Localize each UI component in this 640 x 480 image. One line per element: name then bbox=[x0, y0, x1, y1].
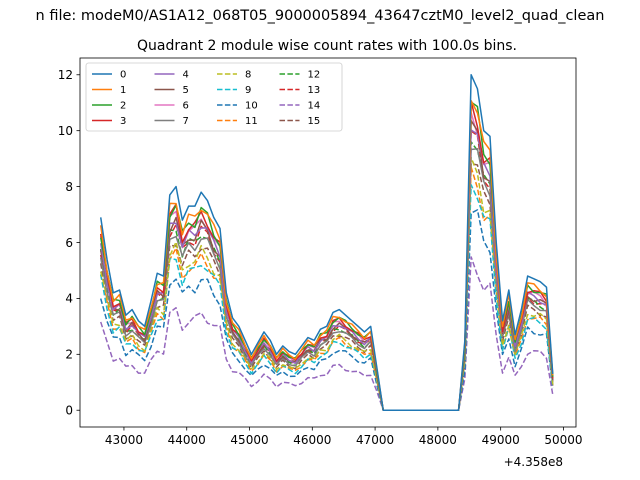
x-tick-label: 47000 bbox=[356, 433, 394, 447]
y-tick-label: 0 bbox=[65, 404, 73, 418]
legend-label-4: 4 bbox=[183, 70, 189, 81]
legend-label-8: 8 bbox=[245, 70, 251, 81]
legend-label-10: 10 bbox=[245, 101, 258, 112]
x-tick-label: 50000 bbox=[544, 433, 582, 447]
x-tick-label: 44000 bbox=[168, 433, 206, 447]
x-tick-label: 45000 bbox=[230, 433, 268, 447]
axes: 43000 44000 45000 46000 47000 48000 49000 50000… bbox=[58, 57, 583, 447]
plot-lines bbox=[99, 74, 554, 411]
legend-label-7: 7 bbox=[183, 116, 189, 127]
legend-label-1: 1 bbox=[120, 85, 126, 96]
legend-label-2: 2 bbox=[120, 101, 126, 112]
legend-label-12: 12 bbox=[308, 70, 321, 81]
x-tick-label: 48000 bbox=[419, 433, 457, 447]
legend-label-5: 5 bbox=[183, 85, 189, 96]
x-axis-offset-label: +4.358e8 bbox=[504, 455, 563, 469]
series-line-10 bbox=[99, 209, 554, 411]
y-tick-label: 2 bbox=[65, 348, 73, 362]
y-tick-label: 10 bbox=[58, 124, 73, 138]
legend-label-13: 13 bbox=[308, 85, 321, 96]
y-tick-label: 12 bbox=[58, 68, 73, 82]
legend-box bbox=[85, 62, 343, 132]
series-line-8 bbox=[99, 156, 554, 411]
series-line-14 bbox=[100, 256, 554, 411]
x-tick-label: 49000 bbox=[482, 433, 520, 447]
legend-label-6: 6 bbox=[183, 101, 189, 112]
y-tick-label: 6 bbox=[65, 236, 73, 250]
legend-label-11: 11 bbox=[245, 116, 258, 127]
series-line-0 bbox=[99, 74, 554, 411]
legend-label-0: 0 bbox=[120, 70, 126, 81]
chart-title: Quadrant 2 module wise count rates with … bbox=[137, 38, 517, 54]
x-tick-label: 43000 bbox=[105, 433, 143, 447]
y-tick-label: 4 bbox=[65, 292, 73, 306]
y-tick-label: 8 bbox=[65, 180, 73, 194]
x-tick-label: 46000 bbox=[293, 433, 331, 447]
legend-label-14: 14 bbox=[308, 101, 321, 112]
legend-label-3: 3 bbox=[120, 116, 126, 127]
figure-suptitle: n file: modeM0/AS1A12_068T05_9000005894_… bbox=[36, 8, 605, 24]
legend-label-15: 15 bbox=[308, 116, 321, 127]
legend-label-9: 9 bbox=[245, 85, 251, 96]
